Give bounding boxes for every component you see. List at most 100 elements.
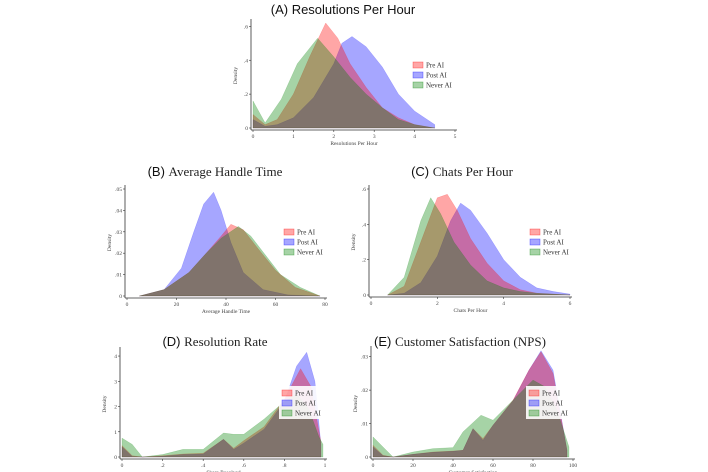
- x-tick-label: 2: [436, 301, 439, 307]
- panel-e: (E) Customer Satisfaction (NPS) 0 20 40 60 80…: [353, 334, 577, 472]
- legend: Pre AI Post AI Never AI: [410, 58, 454, 91]
- x-tick-label: 20: [410, 463, 416, 469]
- density-area-pre-ai: [252, 22, 436, 129]
- y-tick-label: 0: [363, 293, 366, 299]
- panel-title: (B) Average Handle Time: [148, 164, 283, 179]
- y-tick-label: .04: [115, 208, 122, 214]
- density-area-pre-ai: [387, 194, 571, 296]
- panel-d: (D) Resolution Rate 0 .2 .4 .6 .8 1 0 1 2 3 4 Share …: [102, 334, 327, 472]
- x-tick-label: .6: [242, 463, 246, 469]
- x-tick-label: .2: [161, 463, 165, 469]
- legend-swatch-post-ai: [529, 238, 541, 246]
- legend: Pre AI Post AI Never AI: [527, 225, 571, 258]
- y-tick-label: .03: [115, 230, 122, 236]
- x-tick-label: 60: [490, 463, 496, 469]
- legend-label: Post AI: [542, 400, 563, 408]
- legend-label: Post AI: [543, 239, 564, 247]
- x-tick-label: 1: [292, 134, 295, 140]
- y-tick-label: .02: [115, 251, 122, 257]
- legend-box: [281, 225, 325, 258]
- y-tick-label: .02: [361, 388, 368, 394]
- x-axis-label: Customer Satisfaction: [449, 469, 498, 472]
- legend-swatch-post-ai: [412, 71, 424, 79]
- legend-swatch-never-ai: [412, 81, 424, 89]
- legend: Pre AI Post AI Never AI: [279, 386, 323, 419]
- x-tick-label: 100: [569, 463, 578, 469]
- legend-label: Never AI: [542, 410, 569, 418]
- legend-label: Post AI: [297, 239, 318, 247]
- legend-swatch-never-ai: [281, 409, 293, 417]
- x-tick-label: 0: [252, 134, 255, 140]
- legend-label: Post AI: [426, 72, 447, 80]
- y-tick-label: 1: [114, 430, 117, 436]
- panel-title: (C) Chats Per Hour: [411, 164, 514, 179]
- legend: Pre AI Post AI Never AI: [281, 225, 325, 258]
- x-tick-label: 2: [332, 134, 335, 140]
- x-tick-label: 1: [324, 463, 327, 469]
- density-area-post-ai: [252, 36, 436, 129]
- y-tick-label: .4: [244, 58, 248, 64]
- legend-label: Pre AI: [295, 390, 314, 398]
- legend-box: [527, 225, 571, 258]
- y-tick-label: .01: [115, 273, 122, 279]
- x-axis-label: Resolutions Per Hour: [330, 141, 378, 147]
- legend-swatch-post-ai: [281, 399, 293, 407]
- density-area-never-ai: [387, 197, 571, 296]
- x-tick-label: 0: [121, 463, 124, 469]
- x-tick-label: 40: [450, 463, 456, 469]
- legend-label: Pre AI: [426, 62, 445, 70]
- x-tick-label: .8: [282, 463, 286, 469]
- y-tick-label: 2: [114, 405, 117, 411]
- legend-swatch-never-ai: [528, 409, 540, 417]
- y-tick-label: .6: [362, 187, 366, 193]
- x-tick-label: 80: [530, 463, 536, 469]
- legend-swatch-post-ai: [283, 238, 295, 246]
- y-tick-label: 4: [114, 354, 117, 360]
- legend-label: Never AI: [297, 249, 324, 257]
- density-area-never-ai: [372, 379, 570, 458]
- x-tick-label: 0: [126, 302, 129, 308]
- x-axis-label: Average Handle Time: [202, 309, 251, 315]
- panel-title: (E) Customer Satisfaction (NPS): [374, 334, 546, 349]
- legend-swatch-never-ai: [529, 248, 541, 256]
- legend-swatch-pre-ai: [281, 389, 293, 397]
- legend-swatch-pre-ai: [283, 228, 295, 236]
- x-tick-label: .4: [201, 463, 205, 469]
- y-tick-label: .01: [361, 422, 368, 428]
- x-tick-label: 20: [174, 302, 180, 308]
- legend-swatch-never-ai: [283, 248, 295, 256]
- panel-a: (A) Resolutions Per Hour 0 1 2 3 4 5 0 .2 .4 .6 Res…: [233, 2, 457, 147]
- density-area-never-ai: [121, 393, 324, 458]
- panel-c: (C) Chats Per Hour 0 2 4 6 0 .2 .4 .6 Chats Per H…: [351, 164, 572, 314]
- legend: Pre AI Post AI Never AI: [526, 386, 570, 419]
- y-tick-label: 0: [119, 294, 122, 300]
- y-tick-label: .2: [244, 92, 248, 98]
- y-axis-label: Density: [233, 67, 239, 84]
- y-tick-label: .6: [244, 24, 248, 30]
- legend-box: [526, 386, 570, 419]
- y-axis-label: Density: [353, 395, 359, 412]
- x-tick-label: 3: [373, 134, 376, 140]
- legend-swatch-pre-ai: [528, 389, 540, 397]
- y-axis-label: Density: [107, 234, 113, 251]
- density-area-never-ai: [252, 37, 436, 129]
- panel-title: (D) Resolution Rate: [162, 334, 267, 349]
- legend-label: Post AI: [295, 400, 316, 408]
- panel-b: (B) Average Handle Time 0 20 40 60 80 0 .01 .02.…: [107, 164, 328, 315]
- y-tick-label: .05: [115, 187, 122, 193]
- y-tick-label: .4: [362, 222, 366, 228]
- y-tick-label: .03: [361, 355, 368, 361]
- y-axis-label: Density: [351, 233, 357, 250]
- legend-label: Pre AI: [543, 229, 562, 237]
- x-tick-label: 40: [223, 302, 229, 308]
- legend-label: Never AI: [295, 410, 322, 418]
- x-axis-label: Share Resolved: [206, 470, 241, 472]
- x-tick-label: 0: [372, 463, 375, 469]
- density-area-post-ai: [372, 350, 568, 458]
- legend-swatch-pre-ai: [529, 228, 541, 236]
- y-tick-label: 0: [114, 455, 117, 461]
- x-tick-label: 5: [454, 134, 457, 140]
- y-axis-label: Density: [102, 395, 108, 412]
- y-tick-label: .2: [362, 258, 366, 264]
